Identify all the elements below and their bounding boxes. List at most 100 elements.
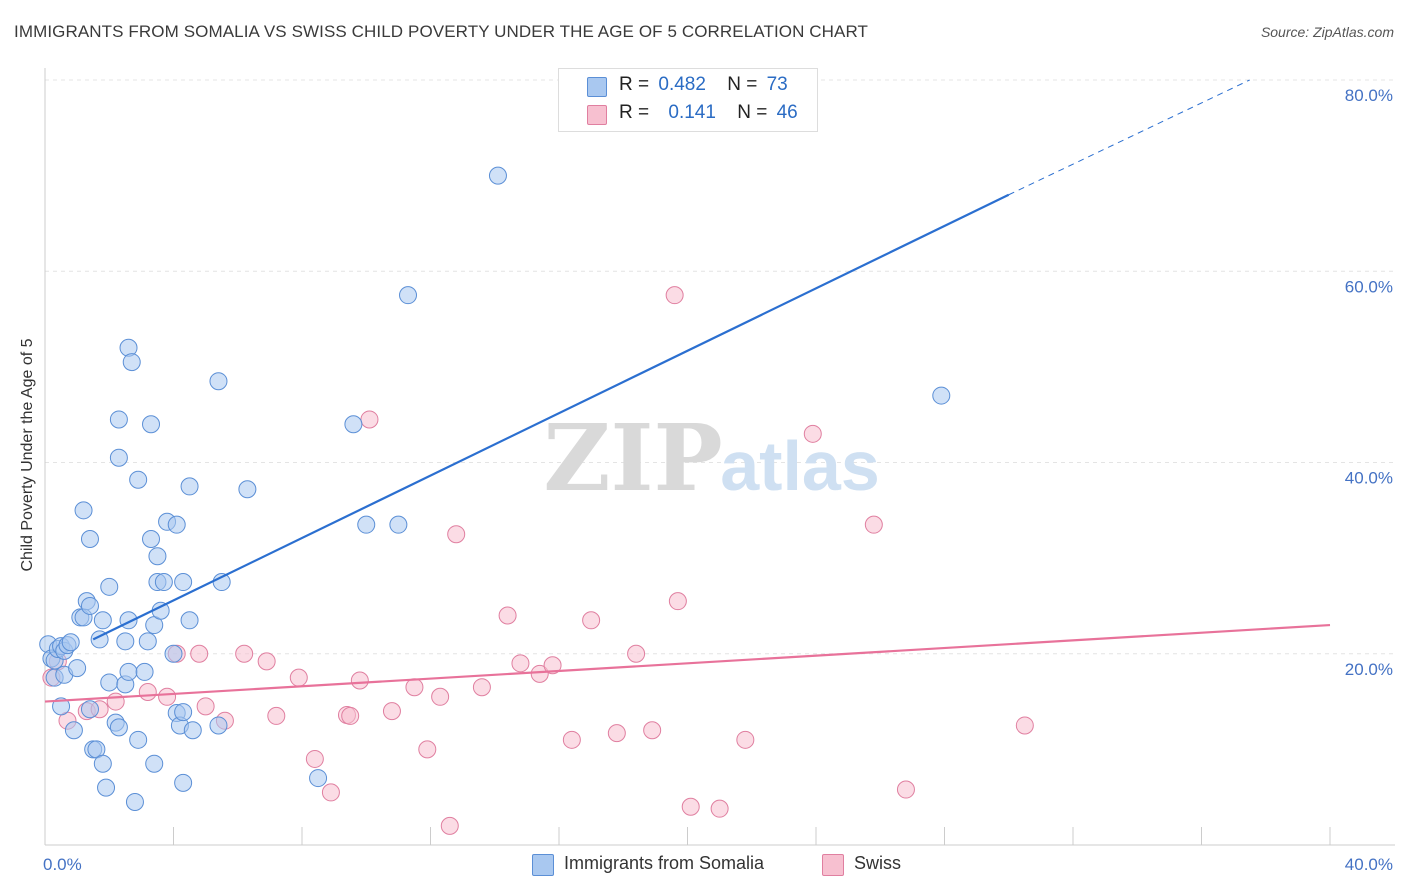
somalia-point — [180, 477, 199, 496]
swiss-point — [607, 724, 626, 743]
swiss-point — [447, 525, 466, 544]
x-tick-label: 0.0% — [43, 855, 82, 874]
swiss-point — [418, 740, 437, 759]
swiss-point — [305, 749, 324, 768]
swiss-point — [627, 644, 646, 663]
legend-r-label: R = — [619, 102, 650, 123]
somalia-point — [93, 611, 112, 630]
legend-n-swiss: 46 — [776, 102, 798, 123]
somalia-point — [154, 573, 173, 592]
somalia-point — [309, 769, 328, 788]
swiss-point — [668, 592, 687, 611]
swiss-point — [382, 702, 401, 721]
swiss-point — [643, 721, 662, 740]
somalia-point — [64, 721, 83, 740]
swiss-point — [267, 706, 286, 725]
swiss-point — [138, 683, 157, 701]
swiss-point — [803, 424, 822, 443]
somalia-point — [148, 547, 167, 566]
somalia-trend-line — [92, 193, 1010, 641]
swiss-point — [350, 671, 369, 690]
x-tick-label: 40.0% — [1345, 855, 1393, 874]
legend-swatch-somalia — [587, 77, 607, 97]
swiss-point — [530, 664, 549, 683]
swiss-point — [440, 816, 459, 835]
swiss-point — [289, 668, 308, 687]
legend-r-somalia: 0.482 — [658, 74, 706, 95]
somalia-point — [167, 515, 186, 534]
swiss-point — [321, 783, 340, 802]
swiss-point — [665, 286, 684, 305]
swiss-point — [360, 410, 379, 429]
swiss-point — [498, 606, 517, 625]
swiss-point — [472, 678, 491, 697]
y-tick-label: 20.0% — [1345, 660, 1393, 679]
somalia-point — [209, 372, 228, 391]
somalia-point — [74, 501, 93, 520]
legend-n-label: N = — [727, 74, 758, 95]
swiss-point — [431, 687, 450, 706]
swiss-point — [405, 678, 424, 697]
swiss-point — [543, 656, 562, 675]
bottom-legend-label-swiss: Swiss — [854, 853, 902, 873]
somalia-trend-extension — [1008, 79, 1250, 196]
somalia-point — [183, 721, 202, 740]
source-credit: Source: ZipAtlas.com — [1260, 24, 1394, 40]
legend-n-somalia: 73 — [766, 74, 788, 95]
somalia-point — [80, 700, 99, 719]
somalia-point — [116, 632, 135, 651]
swiss-point — [158, 687, 177, 706]
somalia-point — [180, 611, 199, 630]
grid-lines — [45, 79, 1395, 655]
trend-lines — [44, 79, 1331, 703]
bottom-legend-label-somalia: Immigrants from Somalia — [564, 853, 765, 873]
somalia-point — [142, 415, 161, 434]
legend-n-label: N = — [737, 102, 768, 123]
somalia-point — [109, 718, 128, 737]
somalia-point — [142, 530, 161, 548]
somalia-point — [174, 773, 193, 792]
somalia-point — [209, 716, 228, 735]
somalia-point — [119, 662, 138, 681]
swiss-point — [511, 654, 530, 673]
somalia-point — [129, 730, 148, 749]
somalia-point — [100, 577, 119, 596]
bottom-legend-swatch-somalia — [532, 854, 554, 876]
axes — [44, 68, 1395, 846]
legend-r-swiss: 0.141 — [668, 102, 716, 123]
swiss-point — [896, 780, 915, 799]
legend-r-label: R = — [619, 74, 650, 95]
y-tick-label: 80.0% — [1345, 86, 1393, 105]
somalia-point — [109, 448, 128, 467]
watermark: ZIP atlas — [543, 404, 879, 512]
somalia-point — [68, 659, 87, 678]
somalia-point — [125, 792, 144, 811]
swiss-point — [710, 799, 729, 818]
somalia-point — [93, 754, 112, 773]
swiss-point — [196, 697, 215, 716]
somalia-point — [138, 632, 157, 651]
swiss-point — [736, 730, 755, 749]
watermark-zip: ZIP — [543, 404, 722, 512]
swiss-point — [1015, 716, 1034, 735]
somalia-point — [932, 386, 951, 405]
somalia-point — [174, 573, 193, 592]
somalia-point — [145, 754, 164, 773]
somalia-point — [80, 596, 99, 615]
somalia-point — [488, 166, 507, 185]
bottom-legend-swatch-swiss — [822, 854, 844, 876]
swiss-point — [257, 652, 276, 671]
tick-labels: 20.0% 40.0% 60.0% 80.0% 0.0% 40.0% — [43, 86, 1393, 874]
somalia-point — [129, 470, 148, 489]
somalia-point — [100, 673, 119, 692]
swiss-points — [42, 286, 1034, 835]
somalia-point — [357, 515, 376, 534]
watermark-atlas: atlas — [720, 427, 880, 505]
somalia-point — [61, 633, 80, 652]
somalia-point — [97, 778, 116, 797]
somalia-point — [344, 415, 363, 434]
legend-swatch-swiss — [587, 105, 607, 125]
somalia-point — [389, 515, 408, 534]
swiss-point — [341, 706, 360, 725]
